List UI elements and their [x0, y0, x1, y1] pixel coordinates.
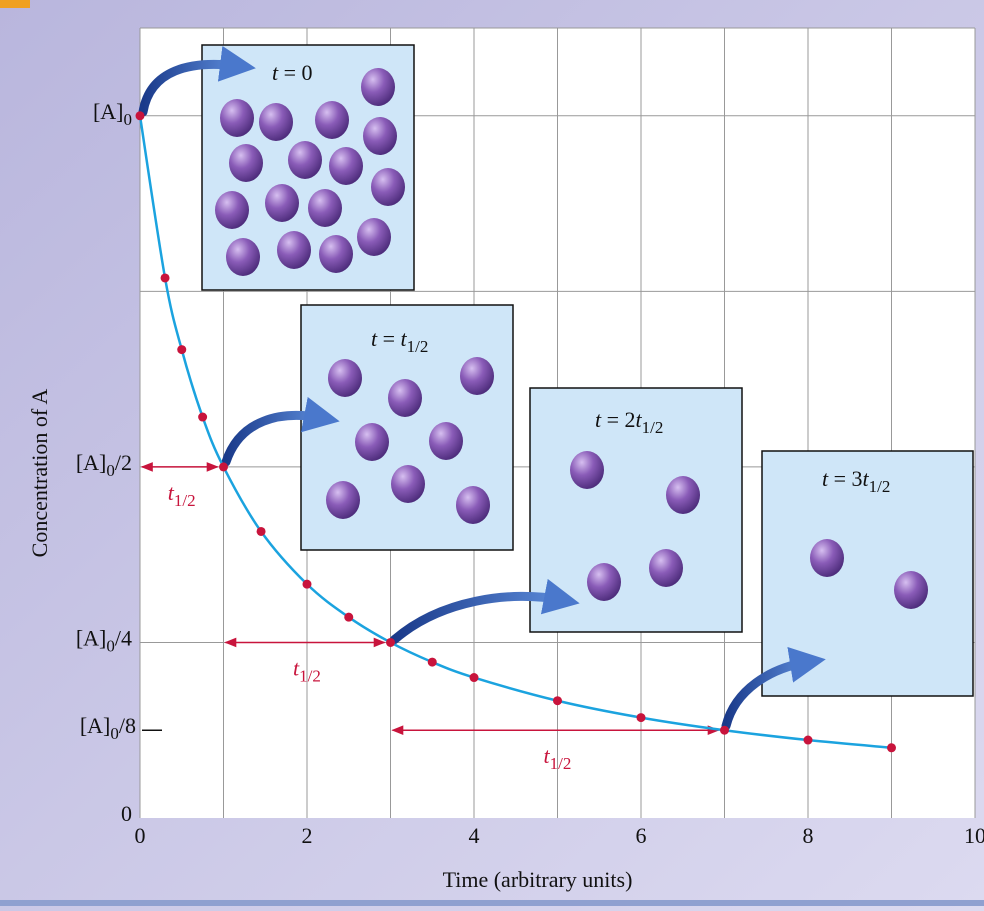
particle [265, 184, 299, 222]
particle [587, 563, 621, 601]
particle [220, 99, 254, 137]
logo-fragment [0, 0, 30, 8]
particle [319, 235, 353, 273]
particle [649, 549, 683, 587]
particle [361, 68, 395, 106]
particle [460, 357, 494, 395]
data-point [257, 527, 266, 536]
data-point [720, 726, 729, 735]
x-tick-label: 0 [135, 823, 146, 848]
inset-label: t = 0 [272, 60, 313, 85]
particle [456, 486, 490, 524]
particle [326, 481, 360, 519]
data-point [136, 111, 145, 120]
data-point [344, 613, 353, 622]
x-axis-title: Time (arbitrary units) [443, 867, 633, 892]
data-point [887, 743, 896, 752]
particle [391, 465, 425, 503]
particle [894, 571, 928, 609]
data-point [386, 638, 395, 647]
figure: 02468100[A]0/8[A]0/4[A]0/2[A]0Time (arbi… [0, 0, 984, 911]
x-tick-label: 10 [964, 823, 984, 848]
particle [308, 189, 342, 227]
particle [229, 144, 263, 182]
data-point [428, 658, 437, 667]
particle [570, 451, 604, 489]
data-point [303, 580, 312, 589]
data-point [177, 345, 186, 354]
particle [226, 238, 260, 276]
x-tick-label: 4 [469, 823, 480, 848]
bottom-band [0, 900, 984, 906]
particle [288, 141, 322, 179]
data-point [637, 713, 646, 722]
y-tick-label: 0 [121, 801, 132, 826]
particle [429, 422, 463, 460]
data-point [161, 273, 170, 282]
particle [666, 476, 700, 514]
particle [388, 379, 422, 417]
particle [315, 101, 349, 139]
x-tick-label: 6 [636, 823, 647, 848]
particle [277, 231, 311, 269]
particle [355, 423, 389, 461]
particle [259, 103, 293, 141]
particle [329, 147, 363, 185]
particle [357, 218, 391, 256]
data-point [553, 696, 562, 705]
x-tick-label: 2 [302, 823, 313, 848]
particle [328, 359, 362, 397]
particle [215, 191, 249, 229]
data-point [470, 673, 479, 682]
data-point [804, 736, 813, 745]
x-tick-label: 8 [803, 823, 814, 848]
particle [371, 168, 405, 206]
particle [363, 117, 397, 155]
particle [810, 539, 844, 577]
y-axis-title: Concentration of A [27, 389, 52, 558]
data-point [219, 462, 228, 471]
data-point [198, 413, 207, 422]
